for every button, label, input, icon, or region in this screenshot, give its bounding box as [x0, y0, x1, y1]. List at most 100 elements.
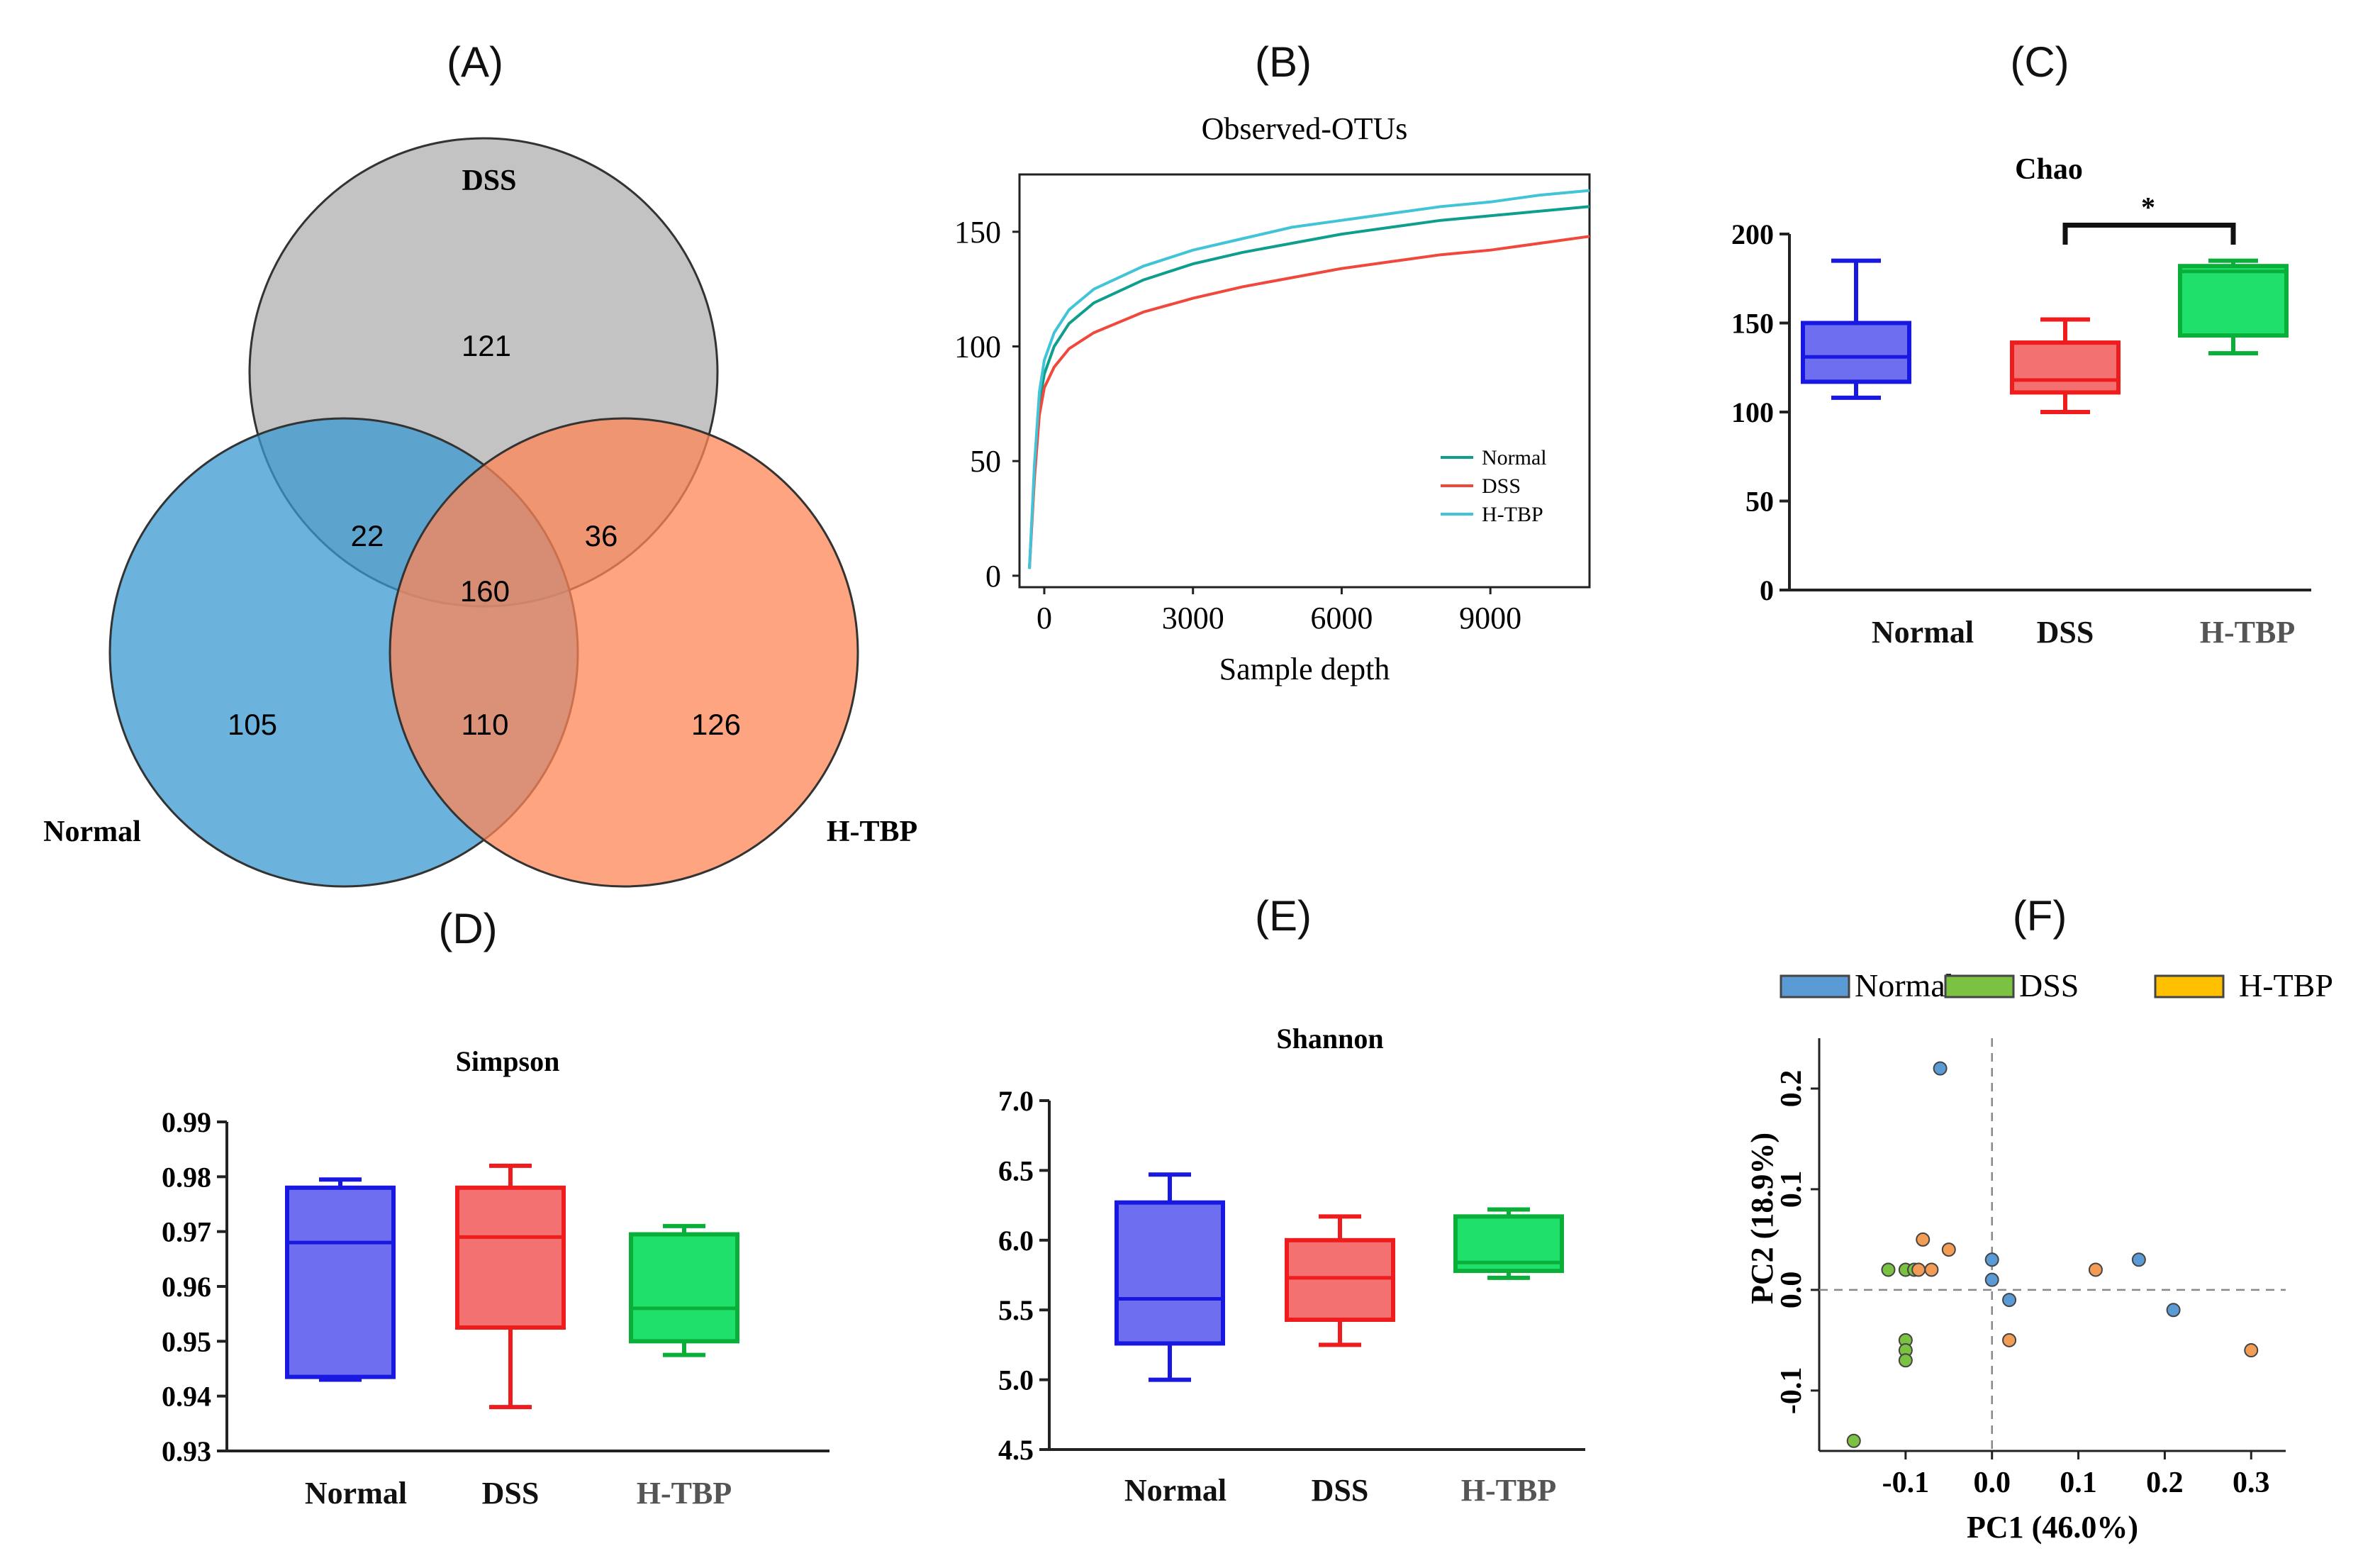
point-normal — [2131, 1252, 2146, 1267]
legend-label: DSS — [2019, 967, 2079, 1003]
point-h-tbp — [2088, 1262, 2103, 1277]
y-tick-label: 0 — [1760, 574, 1774, 606]
y-tick-label: 4.5 — [998, 1434, 1034, 1466]
point-dss — [1881, 1262, 1896, 1277]
venn-count-normal-htbp: 110 — [462, 708, 509, 741]
y-tick-label: 100 — [954, 330, 1001, 365]
point-h-tbp — [1941, 1242, 1956, 1257]
panel-label-d: (D) — [438, 905, 497, 952]
x-axis-label: Sample depth — [1219, 652, 1390, 686]
point-h-tbp — [1911, 1262, 1926, 1277]
venn-set-label-dss: DSS — [462, 165, 516, 197]
venn-count-dss-only: 121 — [462, 329, 511, 362]
y-tick-label: 6.0 — [998, 1225, 1034, 1257]
y-tick-label: -0.1 — [1775, 1367, 1808, 1415]
panel-label-b: (B) — [1255, 38, 1312, 86]
point-h-tbp — [1916, 1232, 1931, 1247]
shannon-boxplot: Shannon 4.5 5.0 5.5 6.0 6.5 7.0 Normal DSS H-TBP — [998, 1023, 1585, 1508]
category-label-normal: Normal — [305, 1476, 407, 1511]
point-dss — [1898, 1353, 1913, 1368]
y-tick-label: 0.98 — [162, 1161, 211, 1193]
observed-otus-chart: Observed-OTUs Sample depth 0 3000 6000 9000 0 5… — [954, 111, 1591, 686]
y-tick-label: 100 — [1731, 396, 1774, 428]
legend-swatch — [1944, 974, 2015, 999]
legend-label: Normal — [1482, 446, 1547, 469]
y-tick-label: 6.5 — [998, 1155, 1034, 1186]
y-tick-label: 50 — [970, 444, 1001, 479]
box-normal — [285, 1185, 396, 1379]
y-tick-label: 0.97 — [162, 1216, 211, 1248]
box-normal — [1801, 321, 1911, 384]
x-tick-label: 0.3 — [2233, 1467, 2270, 1499]
venn-count-normal-only: 105 — [228, 708, 277, 741]
category-label-h-tbp: H-TBP — [1461, 1473, 1556, 1508]
y-tick-label: 5.0 — [998, 1364, 1034, 1396]
series-line-normal — [1028, 205, 1590, 569]
y-tick-label: 150 — [954, 215, 1001, 250]
y-tick-label: 50 — [1745, 486, 1774, 518]
y-tick-label: 200 — [1731, 218, 1774, 250]
x-tick-label: 0.1 — [2060, 1467, 2097, 1499]
category-label-dss: DSS — [2037, 615, 2094, 650]
category-label-dss: DSS — [482, 1476, 540, 1511]
x-tick-label: 9000 — [1459, 601, 1521, 635]
y-tick-label: 7.0 — [998, 1085, 1034, 1117]
box-dss — [455, 1185, 566, 1330]
y-tick-label: 0 — [985, 559, 1001, 594]
y-tick-label: 0.2 — [1775, 1070, 1808, 1108]
box-dss — [1285, 1237, 1395, 1322]
box-dss — [2010, 340, 2121, 395]
point-normal — [1984, 1272, 1999, 1287]
x-tick-label: 0 — [1037, 601, 1052, 635]
box-h-tbp — [2178, 264, 2289, 338]
x-tick-label: 6000 — [1310, 601, 1373, 635]
legend-label: H-TBP — [1482, 503, 1543, 526]
venn-set-label-normal: Normal — [43, 816, 141, 848]
category-label-dss: DSS — [1312, 1473, 1369, 1508]
category-label-normal: Normal — [1124, 1473, 1227, 1508]
point-normal — [1984, 1252, 1999, 1267]
significance-marker: * — [2141, 191, 2155, 223]
point-h-tbp — [2002, 1333, 2017, 1347]
legend-label: H-TBP — [2239, 967, 2333, 1003]
plot-frame — [1018, 173, 1591, 589]
x-tick-label: -0.1 — [1882, 1467, 1930, 1499]
y-tick-label: 0.1 — [1775, 1171, 1808, 1208]
x-tick-label: 0.0 — [1973, 1467, 2011, 1499]
venn-count-normal-dss: 22 — [351, 519, 384, 552]
box-h-tbp — [629, 1232, 739, 1344]
chart-title: Chao — [2015, 153, 2083, 186]
legend-label: Normal — [1855, 967, 1955, 1003]
x-tick-label: 3000 — [1162, 601, 1224, 635]
venn-count-dss-htbp: 36 — [585, 519, 618, 552]
panel-label-c: (C) — [2010, 38, 2069, 86]
chart-title: Observed-OTUs — [1202, 111, 1408, 146]
y-tick-label: 0.96 — [162, 1271, 211, 1303]
venn-circle-htbp — [389, 417, 859, 888]
legend-swatch — [2154, 974, 2225, 999]
box-normal — [1114, 1200, 1225, 1346]
point-normal — [1933, 1061, 1948, 1076]
series-line-h-tbp — [1028, 189, 1590, 569]
category-label-h-tbp: H-TBP — [2200, 615, 2295, 650]
panel-label-e: (E) — [1255, 892, 1312, 940]
y-tick-label: 5.5 — [998, 1294, 1034, 1326]
panel-label-a: (A) — [447, 38, 503, 86]
venn-diagram: DSS Normal H-TBP 121 22 36 160 105 110 1… — [43, 137, 917, 888]
category-label-normal: Normal — [1872, 615, 1974, 650]
chao-boxplot: Chao 0 50 100 150 200 Normal DSS H-TBP * — [1731, 153, 2311, 650]
chart-title: Shannon — [1276, 1023, 1383, 1055]
point-dss — [1846, 1433, 1861, 1448]
y-tick-label: 0.93 — [162, 1435, 211, 1467]
panel-label-f: (F) — [2013, 892, 2067, 940]
y-axis-label: PC2 (18.9%) — [1745, 1133, 1780, 1304]
y-tick-label: 0.95 — [162, 1325, 211, 1357]
y-tick-label: 150 — [1731, 308, 1774, 340]
point-normal — [2166, 1303, 2181, 1318]
significance-bracket — [2062, 222, 2236, 245]
legend-swatch — [1780, 974, 1850, 999]
point-h-tbp — [1924, 1262, 1939, 1277]
chart-title: Simpson — [456, 1045, 560, 1077]
